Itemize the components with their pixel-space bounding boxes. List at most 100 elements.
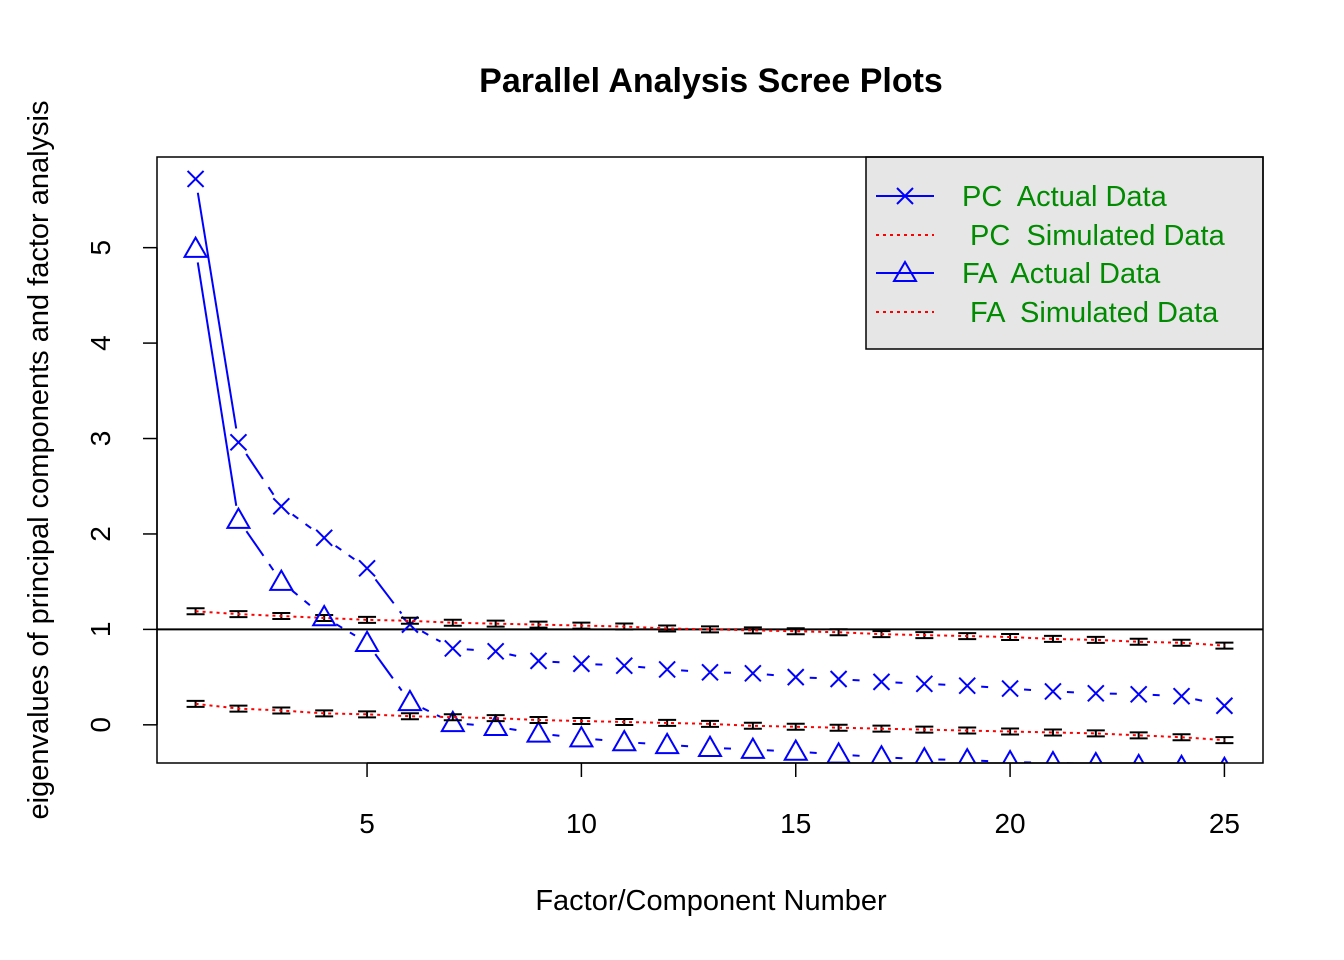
series-segment	[895, 756, 911, 760]
series-segment	[681, 744, 697, 748]
legend-label: FA Actual Data	[962, 258, 1161, 290]
series-segment	[335, 623, 356, 637]
series-segment	[1152, 693, 1168, 697]
point-x-marker	[701, 663, 719, 682]
y-tick-label: 5	[85, 240, 116, 256]
y-tick-label: 4	[85, 335, 116, 351]
series-segment	[809, 751, 825, 755]
point-triangle-marker	[482, 713, 509, 736]
series-segment	[466, 648, 482, 652]
point-triangle-marker	[354, 629, 380, 653]
point-triangle-marker	[1045, 749, 1061, 763]
point-x-marker	[529, 652, 548, 670]
series-segment	[852, 678, 868, 682]
series-segment	[595, 663, 611, 667]
point-triangle-marker	[783, 738, 809, 761]
series-4	[186, 699, 1234, 745]
y-tick-label: 2	[85, 526, 116, 542]
series-segment	[196, 262, 238, 506]
point-triangle-marker	[225, 506, 252, 529]
series-3	[182, 235, 1229, 768]
series-segment	[422, 707, 441, 718]
point-x-marker	[272, 497, 291, 515]
series-segment	[895, 681, 911, 685]
point-triangle-marker	[958, 747, 977, 763]
series-segment	[766, 749, 782, 752]
point-x-marker	[486, 642, 505, 661]
point-triangle-marker	[654, 731, 680, 755]
point-triangle-marker	[397, 688, 423, 712]
plot-area	[157, 170, 1263, 768]
legend-triangle-marker	[892, 260, 918, 282]
point-x-marker	[744, 664, 762, 683]
series-segment	[852, 754, 868, 758]
legend-x-marker	[896, 187, 914, 205]
series-segment	[1023, 688, 1040, 692]
series-segment	[291, 589, 315, 609]
legend-box	[865, 156, 1264, 350]
y-tick-label: 3	[85, 431, 116, 447]
x-tick-label: 25	[1209, 808, 1240, 839]
chart-title: Parallel Analysis Scree Plots	[479, 62, 943, 100]
point-x-marker	[1172, 687, 1191, 705]
point-x-marker	[572, 655, 591, 673]
point-x-marker	[1087, 684, 1105, 703]
point-triangle-marker	[740, 736, 766, 759]
point-x-marker	[958, 676, 976, 695]
series-segment	[374, 653, 403, 692]
series-segment	[509, 653, 526, 659]
legend: PC Actual Data PC Simulated Data FA Actua…	[865, 156, 1264, 350]
point-x-marker	[872, 673, 891, 691]
y-tick-label: 0	[85, 717, 116, 733]
point-triangle-marker	[1132, 752, 1145, 763]
series-segment	[335, 545, 357, 562]
point-x-marker	[444, 639, 462, 658]
series-segment	[766, 673, 782, 677]
y-axis-label: eigenvalues of principal components and …	[23, 101, 55, 820]
series-segment	[1066, 691, 1082, 694]
x-tick-label: 10	[566, 808, 597, 839]
series-segment	[681, 669, 697, 673]
point-x-marker	[1129, 685, 1148, 703]
x-tick-label: 15	[780, 808, 811, 839]
series-segment	[638, 741, 654, 745]
series-segment	[723, 747, 739, 751]
series-segment	[938, 683, 954, 687]
point-triangle-marker	[440, 709, 466, 733]
point-x-marker	[787, 668, 805, 686]
point-triangle-marker	[268, 568, 295, 591]
point-triangle-marker	[525, 720, 552, 743]
series-segment	[466, 723, 482, 727]
series-segment	[981, 759, 997, 763]
point-triangle-marker	[182, 235, 209, 258]
series-segment	[292, 513, 314, 531]
series-segment	[1196, 767, 1211, 768]
series-segment	[552, 733, 568, 738]
series-segment	[509, 727, 525, 733]
point-x-marker	[229, 433, 248, 452]
x-axis-label: Factor/Component Number	[535, 885, 887, 917]
point-triangle-marker	[568, 725, 595, 748]
point-triangle-marker	[697, 734, 723, 757]
point-x-marker	[186, 170, 205, 188]
x-axis: 5 10 15 20 25	[359, 762, 1240, 839]
legend-label: PC Actual Data	[962, 181, 1168, 213]
point-triangle-marker	[826, 741, 851, 763]
point-triangle-marker	[914, 746, 934, 763]
series-segment	[595, 738, 611, 742]
series-segment	[638, 665, 654, 670]
legend-label: FA Simulated Data	[962, 297, 1219, 329]
series-segment	[1110, 765, 1125, 766]
plot-frame	[156, 156, 1264, 764]
series-segment	[374, 578, 403, 615]
point-triangle-marker	[1002, 749, 1019, 763]
series-1	[186, 170, 1234, 715]
point-x-marker	[315, 529, 333, 547]
point-triangle-marker	[870, 744, 893, 763]
point-x-marker	[658, 660, 676, 679]
series-segment	[421, 630, 442, 643]
point-x-marker	[1001, 679, 1019, 698]
series-segment	[809, 676, 825, 680]
x-tick-label: 20	[994, 808, 1025, 839]
